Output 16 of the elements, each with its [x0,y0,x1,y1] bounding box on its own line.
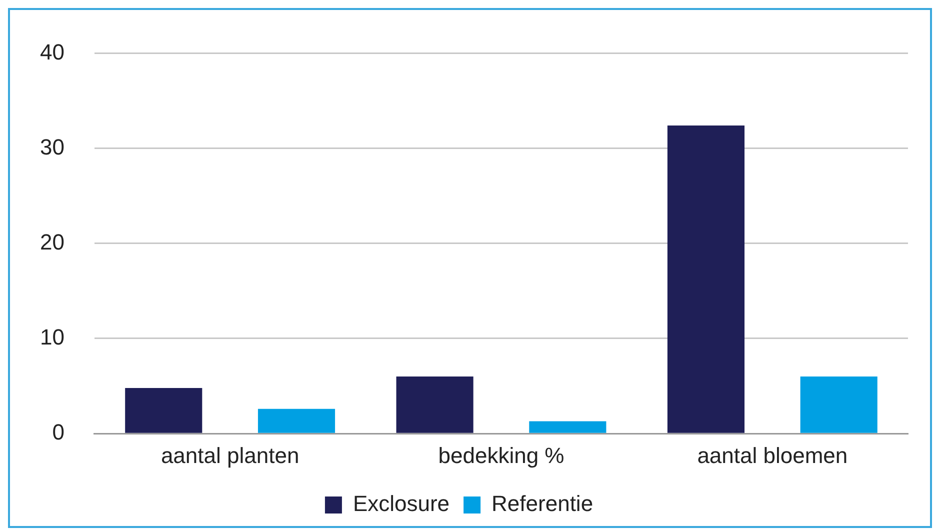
y-tick-label: 40 [40,39,64,64]
bar [667,125,745,433]
legend-label: Exclosure [352,491,450,516]
bar [396,376,474,433]
x-tick-label: aantal bloemen [697,442,848,468]
x-tick-label: aantal planten [160,442,300,468]
bar [125,388,202,433]
y-tick-label: 30 [40,134,64,160]
x-tick-label: bedekking % [438,442,564,468]
legend-label: Referentie [492,491,594,516]
y-tick-label: 0 [52,420,64,445]
bar [529,421,606,433]
y-tick-label: 20 [40,229,64,254]
y-tick-label: 10 [40,324,64,350]
bar [258,408,336,433]
bar [800,376,878,433]
